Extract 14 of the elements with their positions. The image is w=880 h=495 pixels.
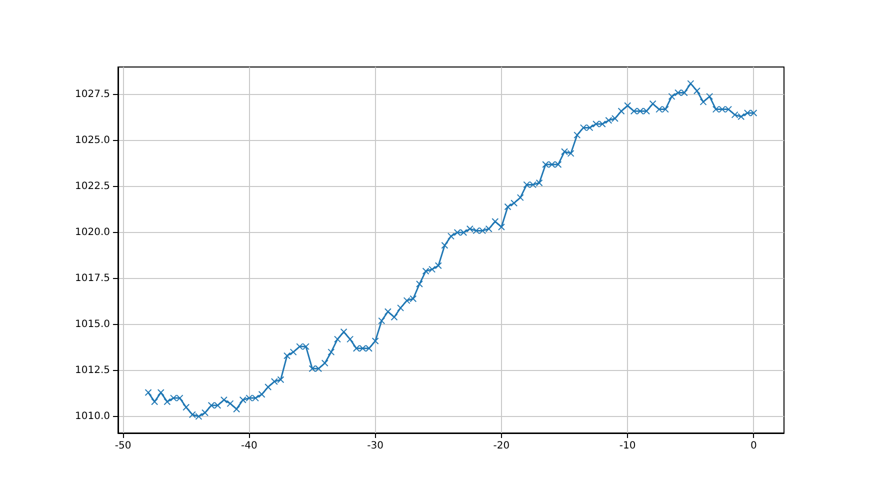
x-tick-label: -20 xyxy=(493,440,510,452)
x-tick-label: -30 xyxy=(367,440,384,452)
x-tick-label: 0 xyxy=(750,440,757,452)
y-tick-label: 1020.0 xyxy=(75,227,110,238)
y-tick-label: 1015.0 xyxy=(75,318,110,330)
y-tick-label: 1010.0 xyxy=(75,410,110,422)
y-tick-label: 1017.5 xyxy=(75,273,110,284)
y-tick-label: 1012.5 xyxy=(75,364,110,376)
x-tick-label: -10 xyxy=(619,440,636,452)
y-tick-label: 1027.5 xyxy=(75,89,110,100)
x-tick-label: -50 xyxy=(114,440,132,452)
y-tick-label: 1025.0 xyxy=(75,135,110,146)
x-tick-label: -40 xyxy=(241,440,258,452)
y-tick-label: 1022.5 xyxy=(75,181,110,192)
